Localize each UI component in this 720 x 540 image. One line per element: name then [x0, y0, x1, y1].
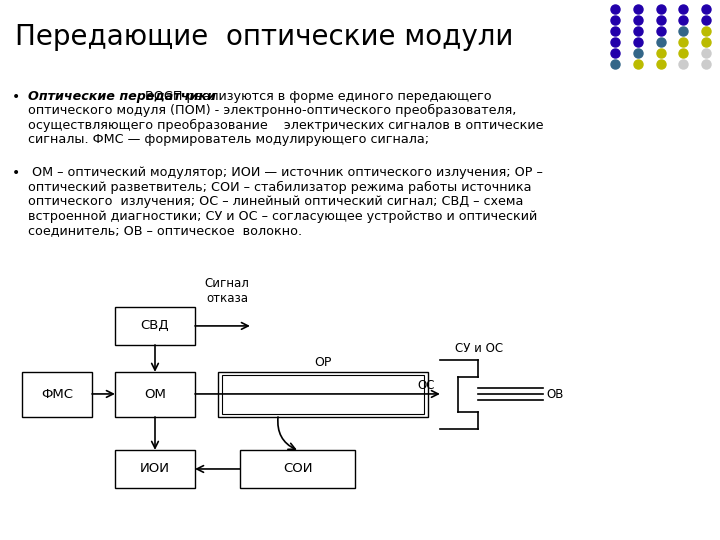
Bar: [115, 307, 195, 345]
Text: СОИ: СОИ: [283, 462, 312, 476]
Text: оптический разветвитель; СОИ – стабилизатор режима работы источника: оптический разветвитель; СОИ – стабилиза…: [28, 181, 531, 194]
Text: сигналы. ФМС — формирователь модулирующего сигнала;: сигналы. ФМС — формирователь модулирующе…: [28, 133, 429, 146]
Text: •: •: [12, 166, 20, 180]
Text: встроенной диагностики; СУ и ОС – согласующее устройство и оптический: встроенной диагностики; СУ и ОС – соглас…: [28, 210, 537, 223]
Bar: [115, 450, 195, 488]
Text: ИОИ: ИОИ: [140, 462, 170, 476]
Text: ОМ – оптический модулятор; ИОИ — источник оптического излучения; ОР –: ОМ – оптический модулятор; ИОИ — источни…: [28, 166, 543, 179]
Text: ОС: ОС: [418, 380, 435, 393]
Text: ОВ: ОВ: [546, 388, 563, 401]
Text: ОМ: ОМ: [144, 388, 166, 401]
Text: Передающие  оптические модули: Передающие оптические модули: [15, 23, 513, 51]
Text: Оптические передатчики: Оптические передатчики: [28, 90, 216, 103]
Bar: [218, 372, 428, 417]
Text: •: •: [12, 90, 20, 104]
Text: соединитель; ОВ – оптическое  волокно.: соединитель; ОВ – оптическое волокно.: [28, 225, 302, 238]
Text: ФМС: ФМС: [41, 388, 73, 401]
Text: Сигнал
отказа: Сигнал отказа: [204, 277, 249, 305]
Bar: [115, 372, 195, 417]
Bar: [222, 375, 424, 414]
Text: оптического модуля (ПОМ) - электронно-оптического преобразователя,: оптического модуля (ПОМ) - электронно-оп…: [28, 104, 516, 117]
Text: ОР: ОР: [315, 356, 332, 369]
Text: осуществляющего преобразование    электрических сигналов в оптические: осуществляющего преобразование электриче…: [28, 119, 544, 132]
Text: ВОСП реализуются в форме единого передающего: ВОСП реализуются в форме единого передаю…: [133, 90, 492, 103]
Bar: [240, 450, 355, 488]
Text: оптического  излучения; ОС – линейный оптический сигнал; СВД – схема: оптического излучения; ОС – линейный опт…: [28, 195, 523, 208]
Bar: [22, 372, 92, 417]
Text: СВД: СВД: [140, 320, 169, 333]
Text: СУ и ОС: СУ и ОС: [455, 342, 503, 355]
